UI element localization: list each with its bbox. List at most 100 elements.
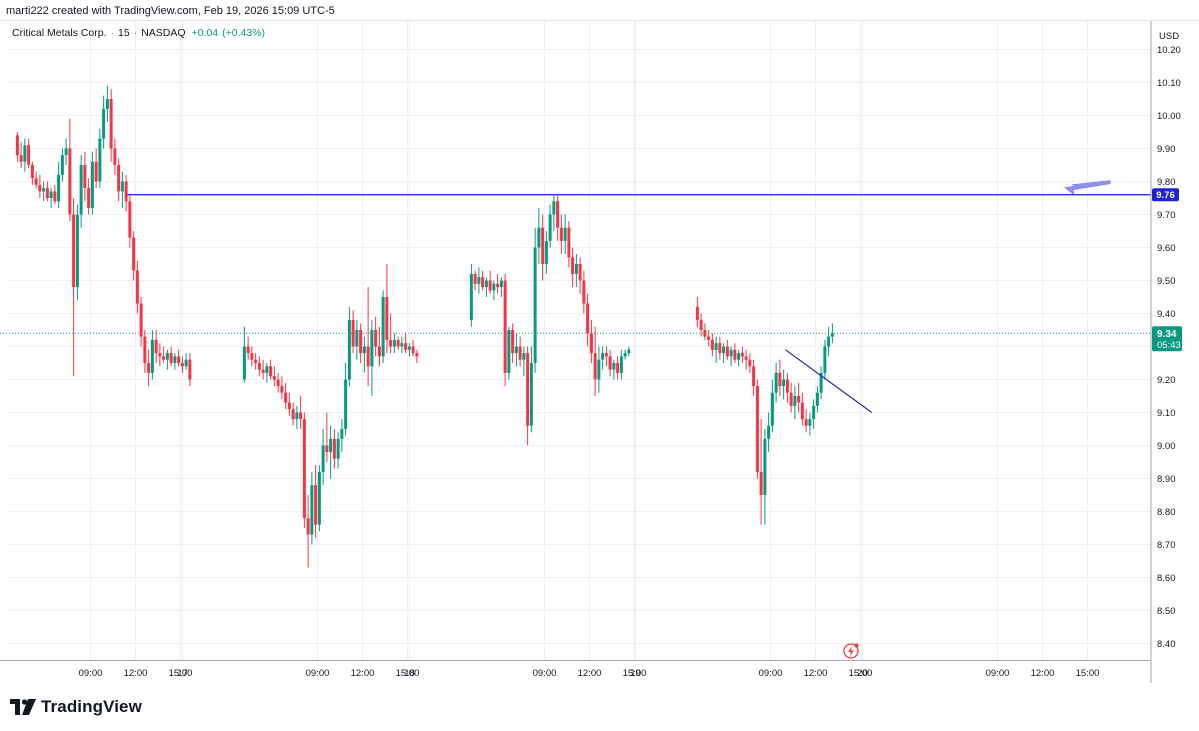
candle-body bbox=[109, 99, 113, 149]
candle-body bbox=[102, 108, 106, 139]
candle-body bbox=[815, 392, 819, 406]
candle-body bbox=[604, 353, 608, 357]
candle-body bbox=[135, 270, 139, 304]
tradingview-logo[interactable]: TradingView bbox=[10, 697, 142, 717]
axes: 10.2010.1010.009.909.809.709.609.509.409… bbox=[0, 20, 1199, 683]
candle bbox=[782, 369, 786, 400]
candle bbox=[601, 346, 605, 370]
candle bbox=[299, 396, 303, 429]
candle-body bbox=[619, 356, 623, 373]
candle bbox=[578, 257, 582, 294]
trendline[interactable] bbox=[785, 349, 873, 413]
candle bbox=[718, 336, 722, 360]
candle bbox=[321, 429, 325, 486]
candle bbox=[68, 118, 72, 222]
candle bbox=[344, 363, 348, 436]
lightning-bolt-icon bbox=[848, 646, 854, 657]
candle bbox=[272, 366, 276, 387]
candle bbox=[484, 277, 488, 297]
candle bbox=[488, 270, 492, 294]
candle bbox=[381, 290, 385, 363]
price-tick-label: 9.70 bbox=[1157, 210, 1176, 221]
candle-body bbox=[45, 188, 49, 198]
price-tick-label: 8.60 bbox=[1157, 573, 1176, 584]
candle-body bbox=[529, 363, 533, 426]
horizontal-level-line[interactable] bbox=[127, 180, 1151, 196]
candle bbox=[559, 214, 563, 255]
candle-body bbox=[291, 409, 295, 420]
candle-body bbox=[188, 359, 192, 380]
price-tick-label: 9.50 bbox=[1157, 276, 1176, 287]
candle bbox=[411, 339, 415, 357]
candle-body bbox=[83, 165, 87, 189]
candle-body bbox=[819, 372, 823, 393]
level-price-text: 9.76 bbox=[1156, 190, 1175, 201]
candle-body bbox=[503, 280, 507, 373]
events-dot bbox=[854, 643, 859, 648]
candle bbox=[370, 320, 374, 396]
candle bbox=[359, 323, 363, 363]
time-tick-label: 19 bbox=[630, 668, 641, 679]
candle bbox=[737, 349, 741, 367]
candle bbox=[265, 363, 269, 383]
events-lightning-icon[interactable] bbox=[843, 643, 859, 659]
candle-body bbox=[306, 518, 310, 535]
candle-body bbox=[23, 145, 27, 162]
candle bbox=[481, 270, 485, 291]
time-tick-label: 09:00 bbox=[986, 668, 1010, 679]
candle-body bbox=[710, 339, 714, 350]
descending-trendline[interactable] bbox=[785, 349, 873, 413]
candle-body bbox=[563, 227, 567, 241]
candle-body bbox=[287, 402, 291, 410]
candle-body bbox=[158, 353, 162, 357]
candle bbox=[42, 181, 46, 202]
candle-body bbox=[15, 135, 19, 156]
candle-body bbox=[597, 359, 601, 380]
time-tick-label: 15:00 bbox=[396, 668, 420, 679]
candle-body bbox=[317, 471, 321, 525]
candle bbox=[586, 293, 590, 347]
candle bbox=[143, 330, 147, 373]
left-arrow-annotation[interactable] bbox=[1064, 180, 1111, 196]
candle-body bbox=[68, 148, 72, 215]
candle bbox=[496, 273, 500, 294]
candle-body bbox=[72, 214, 76, 288]
candle-body bbox=[574, 264, 578, 274]
candle-body bbox=[154, 339, 158, 354]
candle bbox=[269, 359, 273, 380]
candle bbox=[38, 174, 42, 198]
time-tick-label: 12:00 bbox=[124, 668, 148, 679]
candle-body bbox=[567, 227, 571, 258]
symbol-legend[interactable]: Critical Metals Corp. · 15 · NASDAQ +0.0… bbox=[12, 27, 265, 39]
time-tick-label: 15:00 bbox=[1076, 668, 1100, 679]
candle-body bbox=[150, 339, 154, 373]
candle bbox=[135, 260, 139, 314]
candle-body bbox=[340, 429, 344, 439]
candle bbox=[819, 366, 823, 400]
candle bbox=[778, 359, 782, 396]
candle-body bbox=[744, 356, 748, 360]
candle-body bbox=[582, 280, 586, 304]
candle bbox=[374, 316, 378, 357]
price-tick-label: 9.80 bbox=[1157, 177, 1176, 188]
candle-body bbox=[385, 297, 389, 340]
candle bbox=[45, 181, 49, 202]
price-tick-label: 9.00 bbox=[1157, 441, 1176, 452]
candle-body bbox=[276, 379, 280, 387]
candle-body bbox=[537, 227, 541, 248]
candle-body bbox=[329, 438, 333, 453]
time-tick-label: 20 bbox=[857, 668, 868, 679]
candle bbox=[604, 346, 608, 367]
candle bbox=[415, 349, 419, 363]
time-tick-label: 09:00 bbox=[79, 668, 103, 679]
candle-body bbox=[269, 366, 273, 377]
candle-body bbox=[117, 165, 121, 192]
exchange-label: NASDAQ bbox=[141, 27, 186, 39]
candle-body bbox=[147, 363, 151, 373]
candle-body bbox=[98, 138, 102, 182]
time-tick-label: 15:00 bbox=[623, 668, 647, 679]
candle bbox=[79, 155, 83, 228]
candle bbox=[340, 419, 344, 453]
candle-body bbox=[400, 343, 404, 347]
